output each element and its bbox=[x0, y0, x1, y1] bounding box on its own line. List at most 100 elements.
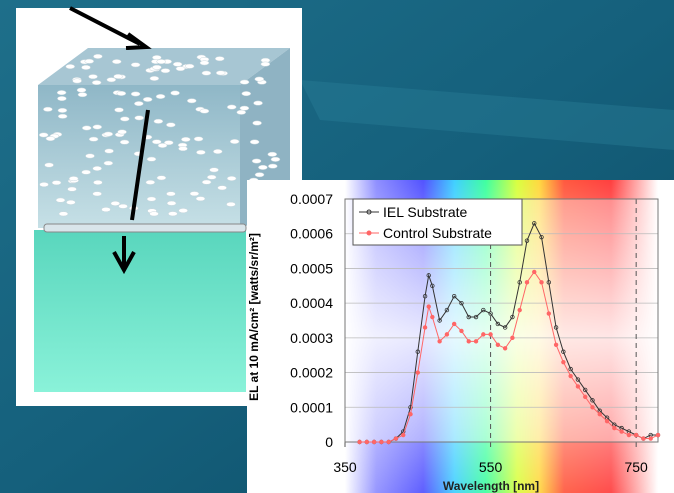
data-point bbox=[539, 234, 544, 240]
data-point bbox=[539, 280, 544, 285]
data-point bbox=[451, 294, 457, 299]
data-point bbox=[553, 325, 559, 330]
y-tick-label: 0.0003 bbox=[290, 330, 333, 346]
data-point bbox=[590, 405, 595, 410]
data-point bbox=[546, 311, 552, 316]
data-point bbox=[364, 439, 370, 445]
data-point bbox=[379, 439, 384, 445]
data-point bbox=[561, 359, 566, 365]
data-point bbox=[430, 283, 435, 288]
y-tick-label: 0.0005 bbox=[290, 260, 333, 276]
data-point bbox=[415, 349, 420, 354]
data-point bbox=[488, 311, 493, 316]
data-point bbox=[612, 425, 617, 431]
data-point bbox=[517, 307, 522, 313]
data-point bbox=[495, 321, 501, 327]
scattering-particles bbox=[38, 53, 281, 217]
y-tick-label: 0.0007 bbox=[290, 191, 333, 207]
data-point bbox=[357, 439, 362, 445]
data-point bbox=[430, 314, 435, 320]
incoming-ray bbox=[69, 6, 141, 46]
y-tick-label: 0.0001 bbox=[290, 399, 333, 415]
data-point bbox=[590, 398, 595, 403]
data-point bbox=[502, 325, 508, 330]
data-point bbox=[444, 332, 450, 337]
data-point bbox=[568, 373, 573, 379]
x-tick-label: 750 bbox=[624, 459, 648, 475]
x-tick-label: 550 bbox=[479, 459, 503, 475]
data-point bbox=[561, 349, 566, 354]
diagram bbox=[16, 6, 302, 406]
data-point bbox=[495, 342, 501, 347]
data-point bbox=[619, 429, 624, 434]
data-point bbox=[386, 439, 391, 445]
data-point bbox=[459, 300, 464, 306]
data-point bbox=[444, 307, 450, 313]
data-point bbox=[575, 384, 581, 389]
data-point bbox=[466, 314, 471, 320]
legend-label: Control Substrate bbox=[383, 225, 492, 241]
data-point bbox=[510, 314, 515, 320]
internal-ray bbox=[130, 109, 150, 221]
data-point bbox=[415, 370, 420, 375]
chart: 0 0.0001 0.0002 0.0003 0.0004 0.0005 0.0006 0.0… bbox=[247, 180, 674, 493]
data-point bbox=[583, 387, 588, 393]
data-point bbox=[626, 432, 632, 438]
legend-marker bbox=[366, 209, 372, 215]
data-point bbox=[575, 377, 581, 382]
data-point bbox=[517, 280, 522, 285]
x-axis-label: Wavelength [nm] bbox=[443, 479, 539, 493]
outgoing-arrowhead bbox=[112, 251, 136, 275]
y-tick-label: 0.0002 bbox=[290, 365, 333, 381]
data-point bbox=[502, 346, 508, 351]
data-point bbox=[426, 273, 431, 278]
data-point bbox=[393, 436, 399, 441]
data-point bbox=[437, 318, 442, 323]
interface-layer bbox=[43, 223, 247, 233]
data-point bbox=[510, 335, 515, 341]
data-point bbox=[546, 280, 552, 285]
data-point bbox=[426, 304, 431, 309]
data-point bbox=[532, 269, 537, 275]
data-point bbox=[524, 280, 530, 285]
x-tick-label: 350 bbox=[333, 459, 357, 475]
y-axis-label: EL at 10 mA/cm² [watts/sr/m²] bbox=[247, 233, 261, 401]
data-point bbox=[655, 432, 661, 438]
background-streak bbox=[300, 80, 674, 150]
data-point bbox=[401, 432, 406, 438]
data-point bbox=[473, 339, 479, 344]
legend-box bbox=[352, 198, 523, 246]
data-point bbox=[371, 439, 377, 445]
data-point bbox=[422, 325, 428, 330]
legend-marker bbox=[366, 230, 372, 236]
legend-label: IEL Substrate bbox=[383, 204, 468, 220]
y-tick-label: 0.0006 bbox=[290, 226, 333, 242]
data-point bbox=[568, 366, 573, 372]
y-tick-label: 0.0004 bbox=[290, 295, 333, 311]
data-point bbox=[422, 294, 428, 299]
incoming-arrowhead bbox=[125, 32, 152, 50]
data-point bbox=[459, 328, 464, 334]
data-point bbox=[408, 405, 413, 410]
data-point bbox=[648, 436, 653, 441]
data-point bbox=[641, 436, 646, 441]
data-point bbox=[481, 307, 486, 313]
cube-front bbox=[38, 85, 240, 228]
data-point bbox=[408, 412, 413, 417]
data-point bbox=[451, 321, 457, 327]
y-tick-label: 0 bbox=[325, 434, 333, 450]
series-line bbox=[359, 222, 658, 443]
data-point bbox=[597, 412, 602, 417]
data-point bbox=[524, 238, 530, 243]
data-point bbox=[488, 332, 493, 337]
data-point bbox=[481, 332, 486, 337]
data-point bbox=[633, 432, 639, 438]
data-point bbox=[604, 418, 610, 424]
data-point bbox=[553, 342, 559, 347]
data-point bbox=[466, 339, 471, 344]
data-point bbox=[437, 339, 442, 344]
data-point bbox=[583, 394, 588, 400]
data-point bbox=[532, 221, 537, 226]
substrate bbox=[34, 230, 246, 392]
